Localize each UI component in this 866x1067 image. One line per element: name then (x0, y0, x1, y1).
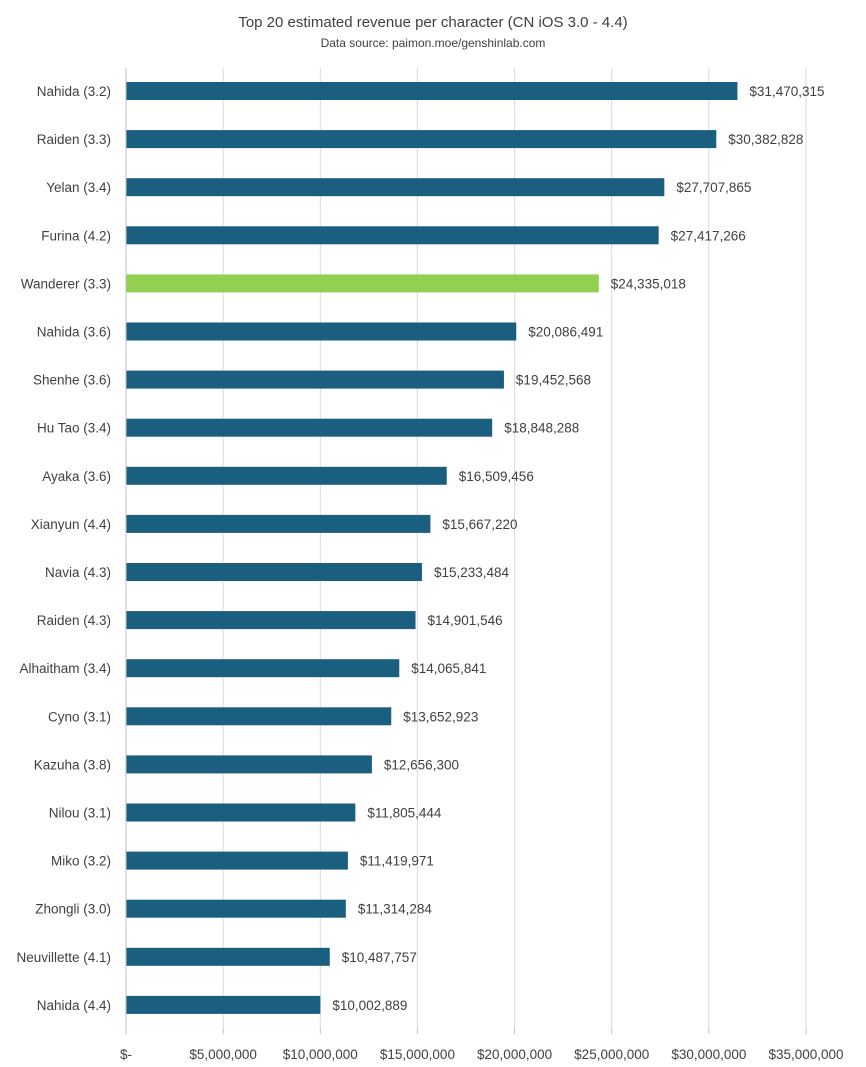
bar (126, 563, 422, 581)
bar (126, 707, 392, 726)
category-label: Nilou (3.1) (49, 806, 111, 821)
value-label: $12,656,300 (384, 757, 459, 772)
category-label: Raiden (4.3) (37, 613, 111, 628)
category-label: Miko (3.2) (51, 854, 111, 869)
value-label: $24,335,018 (611, 276, 686, 291)
bar (126, 514, 431, 533)
category-label: Neuvillette (4.1) (16, 950, 111, 965)
value-label: $15,233,484 (434, 565, 510, 580)
category-label: Nahida (3.2) (37, 84, 111, 99)
category-label: Raiden (3.3) (37, 132, 111, 147)
category-label: Ayaka (3.6) (42, 469, 111, 484)
chart-subtitle: Data source: paimon.moe/genshinlab.com (321, 36, 546, 50)
category-label: Navia (4.3) (45, 565, 111, 580)
value-label: $16,509,456 (459, 469, 534, 484)
category-label: Nahida (4.4) (37, 998, 111, 1013)
bar (126, 466, 447, 485)
x-tick-label: $15,000,000 (380, 1047, 455, 1062)
bar (126, 178, 665, 197)
bar (126, 418, 493, 437)
category-label: Wanderer (3.3) (21, 276, 111, 291)
category-label: Kazuha (3.8) (34, 757, 111, 772)
chart-title: Top 20 estimated revenue per character (… (238, 14, 627, 31)
value-label: $13,652,923 (403, 709, 478, 724)
x-tick-label: $25,000,000 (574, 1047, 649, 1062)
value-label: $11,419,971 (360, 854, 434, 869)
value-label: $11,314,284 (358, 902, 433, 917)
category-label: Yelan (3.4) (46, 180, 111, 195)
category-label: Zhongli (3.0) (35, 902, 111, 917)
x-tick-label: $20,000,000 (477, 1047, 552, 1062)
value-label: $10,487,757 (342, 950, 417, 965)
bar (126, 755, 372, 774)
value-label: $27,707,865 (676, 180, 751, 195)
category-label: Cyno (3.1) (48, 709, 111, 724)
bar (126, 611, 416, 630)
bar (126, 851, 348, 870)
value-label: $31,470,315 (749, 84, 824, 99)
axes (125, 68, 807, 1034)
gridlines (222, 68, 807, 1029)
x-tick-label: $10,000,000 (283, 1047, 358, 1062)
value-label: $19,452,568 (516, 373, 591, 388)
value-label: $20,086,491 (528, 325, 603, 340)
value-label: $15,667,220 (442, 517, 517, 532)
bar (126, 803, 356, 822)
x-tick-label: $35,000,000 (768, 1047, 843, 1062)
value-label: $27,417,266 (671, 228, 746, 243)
value-label: $18,848,288 (504, 421, 579, 436)
value-label: $14,901,546 (428, 613, 503, 628)
bar (126, 322, 517, 341)
bar (126, 659, 400, 678)
bar (126, 82, 738, 100)
category-label: Hu Tao (3.4) (37, 421, 111, 436)
category-label: Shenhe (3.6) (33, 373, 111, 388)
value-label: $10,002,889 (332, 998, 407, 1013)
x-tick-label: $30,000,000 (671, 1047, 746, 1062)
bars (126, 82, 738, 1014)
bar (126, 899, 346, 918)
x-tick-label: $- (120, 1047, 132, 1062)
category-label: Nahida (3.6) (37, 325, 111, 340)
category-label: Alhaitham (3.4) (19, 661, 111, 676)
category-label: Xianyun (4.4) (31, 517, 111, 532)
x-tick-label: $5,000,000 (189, 1047, 257, 1062)
bar (126, 947, 330, 966)
value-label: $11,805,444 (367, 806, 442, 821)
category-label: Furina (4.2) (41, 228, 111, 243)
value-label: $14,065,841 (411, 661, 486, 676)
bar (126, 995, 321, 1014)
bar (126, 226, 659, 245)
bar (126, 130, 717, 149)
value-label: $30,382,828 (728, 132, 803, 147)
bar (126, 370, 504, 389)
labels: $- $5,000,000 $10,000,000 $15,000,000 $20,00… (16, 84, 843, 1062)
bar (126, 274, 599, 293)
